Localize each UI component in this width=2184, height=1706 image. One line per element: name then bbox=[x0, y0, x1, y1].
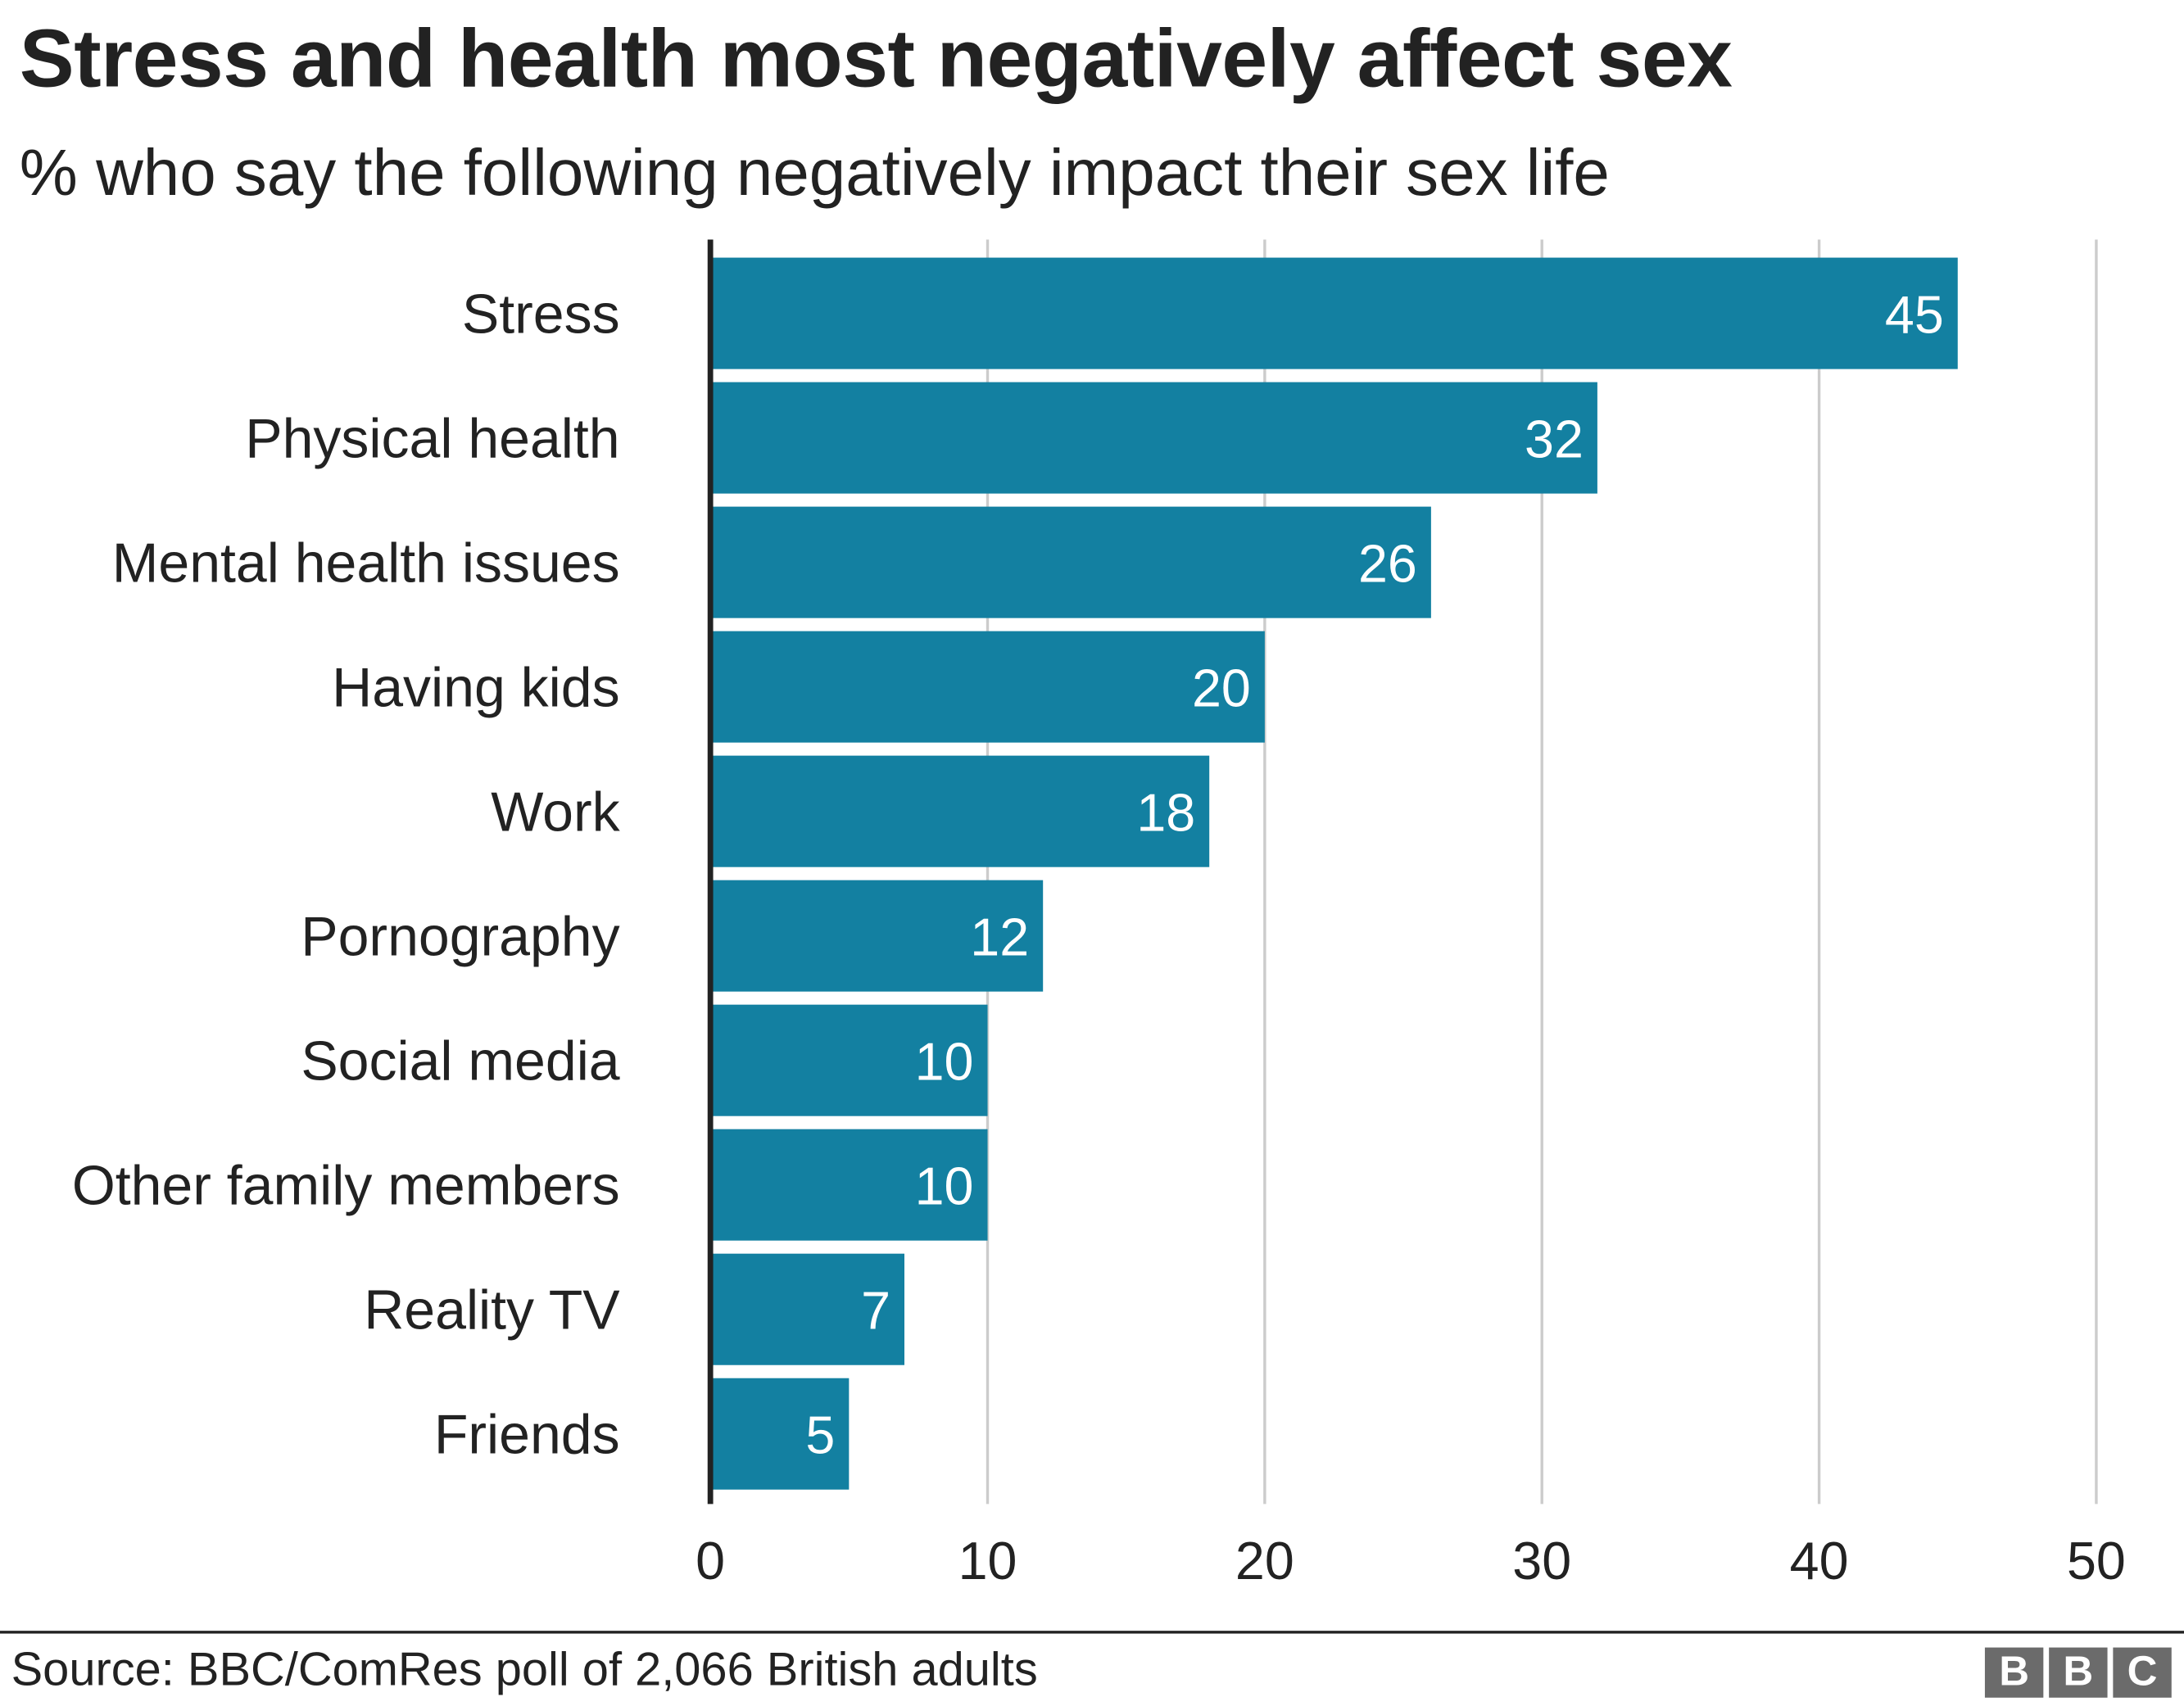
source-note: Source: BBC/ComRes poll of 2,066 British… bbox=[11, 1643, 1038, 1697]
category-label: Physical health bbox=[245, 407, 619, 469]
data-label: 45 bbox=[1885, 285, 1944, 344]
category-label: Reality TV bbox=[364, 1279, 620, 1342]
category-label: Friends bbox=[434, 1404, 620, 1466]
category-label: Work bbox=[491, 781, 620, 843]
x-tick-label: 40 bbox=[1790, 1532, 1849, 1591]
bar bbox=[710, 880, 1044, 992]
category-label: Having kids bbox=[332, 656, 619, 718]
bar bbox=[710, 1378, 850, 1490]
x-tick-label: 0 bbox=[696, 1532, 725, 1591]
data-label: 20 bbox=[1192, 658, 1251, 717]
category-label: Mental health issues bbox=[112, 532, 620, 594]
x-tick-label: 30 bbox=[1512, 1532, 1571, 1591]
bar bbox=[710, 257, 1958, 369]
bar bbox=[710, 1253, 905, 1365]
data-label: 18 bbox=[1136, 783, 1195, 842]
x-tick-label: 50 bbox=[2067, 1532, 2126, 1591]
bar bbox=[710, 1004, 988, 1116]
bar bbox=[710, 506, 1431, 618]
x-tick-label: 20 bbox=[1235, 1532, 1294, 1591]
bar bbox=[710, 755, 1210, 867]
bar bbox=[710, 631, 1265, 743]
chart-subtitle: % who say the following negatively impac… bbox=[19, 134, 1610, 210]
footer-divider bbox=[0, 1631, 2184, 1634]
bar bbox=[710, 382, 1597, 494]
data-label: 12 bbox=[970, 907, 1029, 966]
chart-title: Stress and health most negatively affect… bbox=[19, 12, 1733, 105]
category-label: Other family members bbox=[72, 1155, 620, 1217]
x-tick-label: 10 bbox=[958, 1532, 1017, 1591]
data-label: 10 bbox=[915, 1157, 974, 1216]
data-label: 26 bbox=[1358, 534, 1417, 593]
category-label: Social media bbox=[301, 1029, 619, 1092]
bar bbox=[710, 1129, 988, 1241]
data-label: 5 bbox=[805, 1406, 835, 1465]
data-label: 10 bbox=[915, 1032, 974, 1091]
category-label: Pornography bbox=[301, 905, 619, 967]
data-label: 32 bbox=[1525, 410, 1584, 468]
category-label: Stress bbox=[462, 283, 620, 345]
data-label: 7 bbox=[861, 1282, 890, 1341]
